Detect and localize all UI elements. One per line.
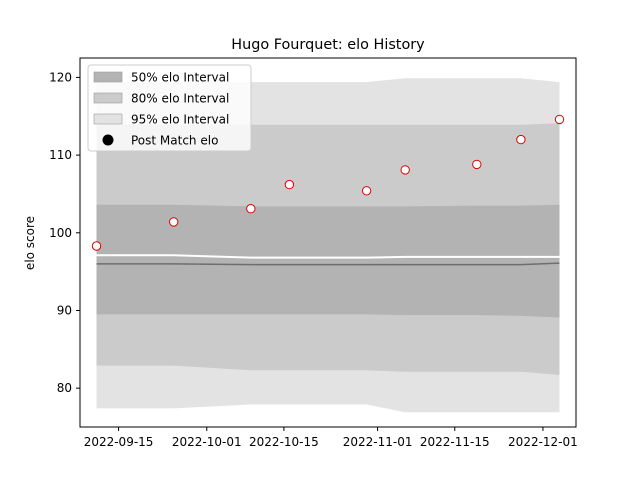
legend-label: 95% elo Interval — [131, 113, 229, 127]
median-line — [96, 262, 560, 266]
post-match-elo-point — [169, 217, 179, 227]
post-match-elo-point — [246, 204, 256, 214]
legend-label: 50% elo Interval — [131, 71, 229, 85]
legend-swatch — [93, 113, 123, 125]
legend-marker — [102, 134, 114, 146]
legend-swatch — [93, 92, 123, 104]
x-tick-label: 2022-11-01 — [343, 435, 413, 449]
post-match-elo-point — [400, 165, 410, 175]
y-tick-label: 110 — [49, 148, 72, 162]
x-tick-label: 2022-12-01 — [508, 435, 578, 449]
legend: 50% elo Interval 80% elo Interval 95% elo … — [87, 64, 252, 152]
x-tick-label: 2022-09-15 — [84, 435, 154, 449]
legend-label: Post Match elo — [131, 134, 218, 148]
band-3 — [96, 204, 560, 318]
post-match-elo-point — [554, 114, 565, 125]
post-match-elo-point — [472, 159, 482, 170]
x-tick-label: 2022-10-15 — [249, 435, 319, 449]
post-match-elo-point — [91, 241, 102, 251]
post-match-elo-point — [361, 186, 372, 196]
legend-label: 80% elo Interval — [131, 92, 229, 106]
post-match-elo-point — [284, 179, 295, 190]
plot-frame — [79, 57, 577, 428]
y-tick-label: 120 — [49, 70, 72, 84]
legend-frame — [87, 64, 252, 152]
y-tick-label: 100 — [49, 226, 72, 240]
y-axis-label: elo score — [23, 216, 37, 270]
white-line — [96, 254, 560, 259]
y-tick-label: 80 — [57, 381, 72, 395]
x-tick-label: 2022-11-15 — [420, 435, 490, 449]
post-match-elo-point — [516, 134, 526, 145]
y-tick-label: 90 — [57, 303, 72, 317]
legend-swatch — [93, 71, 123, 83]
x-tick-label: 2022-10-01 — [172, 435, 242, 449]
chart-title: Hugo Fourquet: elo History — [231, 37, 425, 53]
